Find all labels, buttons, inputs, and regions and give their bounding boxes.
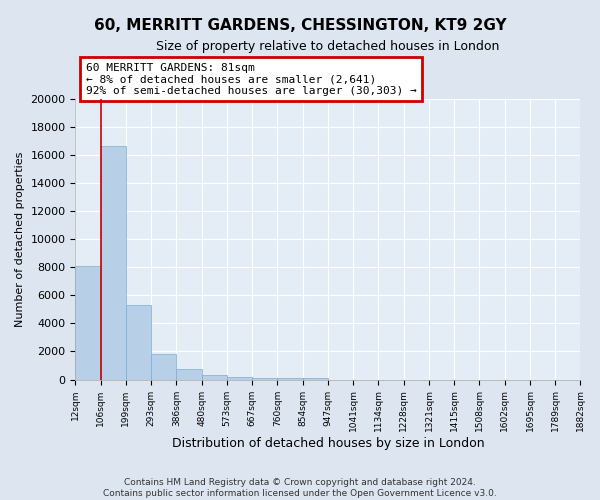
Bar	[252, 378, 277, 380]
Bar	[126, 305, 151, 380]
Bar	[76, 266, 101, 380]
Bar	[151, 354, 176, 380]
Bar	[277, 378, 302, 380]
Y-axis label: Number of detached properties: Number of detached properties	[15, 152, 25, 327]
Bar	[101, 146, 126, 380]
Bar	[227, 377, 252, 380]
Text: 60, MERRITT GARDENS, CHESSINGTON, KT9 2GY: 60, MERRITT GARDENS, CHESSINGTON, KT9 2G…	[94, 18, 506, 32]
Bar	[202, 375, 227, 380]
X-axis label: Distribution of detached houses by size in London: Distribution of detached houses by size …	[172, 437, 484, 450]
Text: Contains HM Land Registry data © Crown copyright and database right 2024.
Contai: Contains HM Land Registry data © Crown c…	[103, 478, 497, 498]
Bar	[302, 378, 328, 380]
Title: Size of property relative to detached houses in London: Size of property relative to detached ho…	[156, 40, 500, 53]
Text: 60 MERRITT GARDENS: 81sqm
← 8% of detached houses are smaller (2,641)
92% of sem: 60 MERRITT GARDENS: 81sqm ← 8% of detach…	[86, 62, 416, 96]
Bar	[176, 369, 202, 380]
